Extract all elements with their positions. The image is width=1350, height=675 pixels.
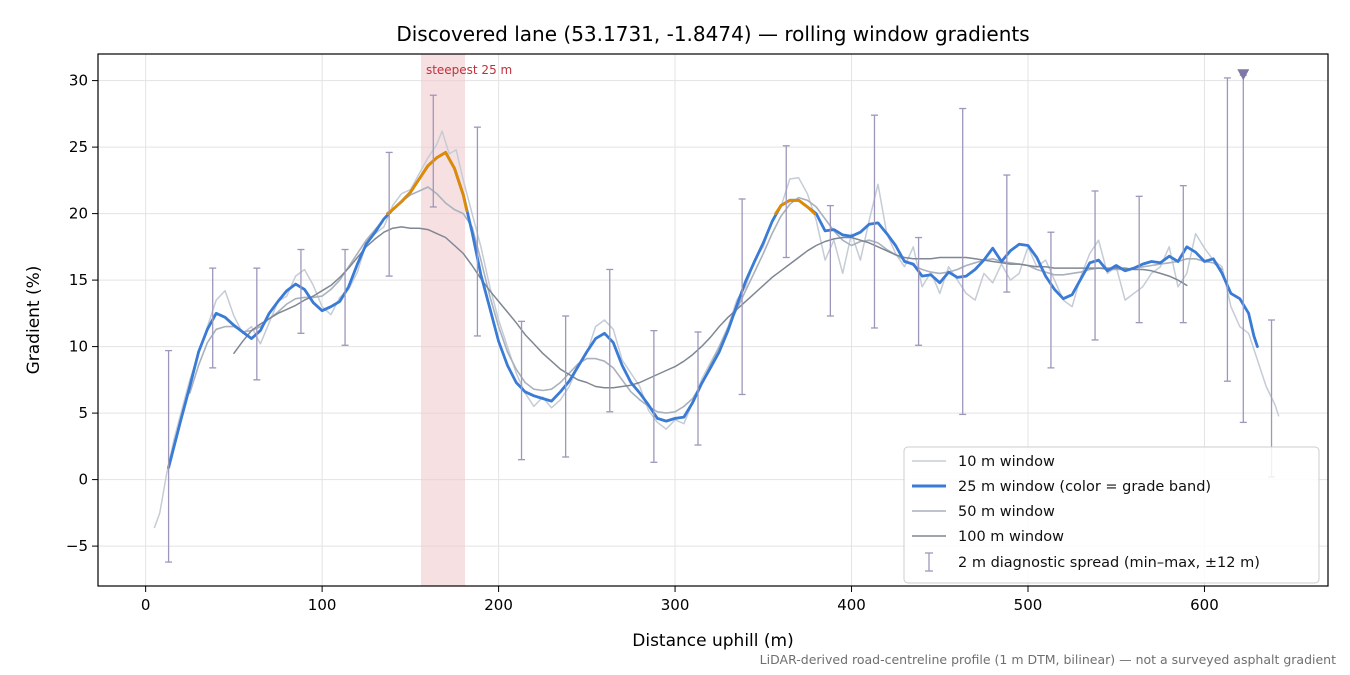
diagnostic-spread-bar bbox=[870, 114, 878, 329]
diagnostic-spread-bar bbox=[165, 349, 173, 563]
diagnostic-spread-bar bbox=[562, 315, 570, 458]
x-axis-label: Distance uphill (m) bbox=[632, 631, 793, 651]
diagnostic-spread-bar bbox=[1047, 231, 1055, 369]
legend-box bbox=[903, 446, 1320, 584]
series-line-w25-steep bbox=[774, 198, 816, 215]
y-tick-label: 0 bbox=[78, 471, 88, 489]
legend-label-25m: 25 m window (color = grade band) bbox=[958, 479, 1211, 495]
diagnostic-spread-bar bbox=[915, 236, 923, 346]
steepest-highlight-label: steepest 25 m bbox=[426, 63, 512, 77]
diagnostic-spread-bar bbox=[473, 126, 481, 337]
series-line-w25 bbox=[167, 151, 1259, 469]
legend-label-diagnostic: 2 m diagnostic spread (min–max, ±12 m) bbox=[958, 555, 1260, 571]
diagnostic-spread-bar bbox=[826, 204, 834, 317]
footnote: LiDAR-derived road-centreline profile (1… bbox=[760, 652, 1336, 667]
diagnostic-spread-bar bbox=[959, 107, 967, 416]
diagnostic-spread-bar bbox=[385, 151, 393, 277]
diagnostic-spread-bar bbox=[209, 267, 217, 369]
legend: 10 m window 25 m window (color = grade b… bbox=[903, 446, 1320, 584]
y-tick-label: −5 bbox=[66, 537, 88, 555]
x-tick-label: 500 bbox=[1014, 596, 1043, 614]
x-tick-label: 200 bbox=[484, 596, 513, 614]
steepest-highlight-band bbox=[420, 54, 466, 586]
diagnostic-spread-layer bbox=[165, 69, 1276, 563]
x-axis: 0 100 200 300 400 500 600 bbox=[141, 586, 1219, 614]
x-tick-label: 0 bbox=[141, 596, 151, 614]
y-tick-label: 5 bbox=[78, 404, 88, 422]
diagnostic-spread-bar bbox=[1135, 195, 1143, 324]
diagnostic-spread-bar bbox=[1091, 190, 1099, 341]
diagnostic-spread-bar bbox=[1223, 77, 1231, 382]
x-tick-label: 400 bbox=[837, 596, 866, 614]
legend-label-10m: 10 m window bbox=[958, 454, 1055, 470]
grid-layer bbox=[98, 54, 1328, 586]
diagnostic-spread-bar bbox=[694, 331, 702, 446]
diagnostic-spread-bar bbox=[518, 320, 526, 461]
diagnostic-spread-bar bbox=[341, 248, 349, 346]
legend-label-100m: 100 m window bbox=[958, 529, 1064, 545]
overflow-marker-icon bbox=[1237, 69, 1250, 81]
x-tick-label: 100 bbox=[308, 596, 337, 614]
plot-frame bbox=[97, 53, 1329, 587]
series-line-w100 bbox=[233, 226, 1188, 389]
diagnostic-spread-bar bbox=[1003, 174, 1011, 293]
y-axis: −5 0 5 10 15 20 25 30 bbox=[66, 72, 98, 555]
y-tick-label: 15 bbox=[69, 271, 88, 289]
diagnostic-spread-bar bbox=[1179, 185, 1187, 324]
x-tick-label: 300 bbox=[661, 596, 690, 614]
diagnostic-spread-bar bbox=[429, 94, 437, 208]
series-line-w25-steep bbox=[386, 151, 469, 215]
y-tick-label: 20 bbox=[69, 205, 88, 223]
legend-swatch-diagnostic bbox=[925, 552, 933, 572]
x-tick-label: 600 bbox=[1190, 596, 1219, 614]
y-tick-label: 10 bbox=[69, 338, 88, 356]
series-layer bbox=[153, 130, 1280, 529]
diagnostic-spread-bar bbox=[650, 329, 658, 463]
diagnostic-spread-bar bbox=[253, 267, 261, 381]
diagnostic-spread-bar bbox=[297, 248, 305, 334]
diagnostic-spread-bar bbox=[738, 198, 746, 396]
steepest-highlight: steepest 25 m bbox=[420, 54, 512, 586]
diagnostic-spread-bar bbox=[606, 268, 614, 413]
y-axis-label: Gradient (%) bbox=[24, 266, 44, 375]
diagnostic-spread-bar bbox=[782, 145, 790, 259]
y-tick-label: 25 bbox=[69, 138, 88, 156]
legend-label-50m: 50 m window bbox=[958, 504, 1055, 520]
chart-title: Discovered lane (53.1731, -1.8474) — rol… bbox=[396, 22, 1029, 46]
y-tick-label: 30 bbox=[69, 72, 88, 90]
